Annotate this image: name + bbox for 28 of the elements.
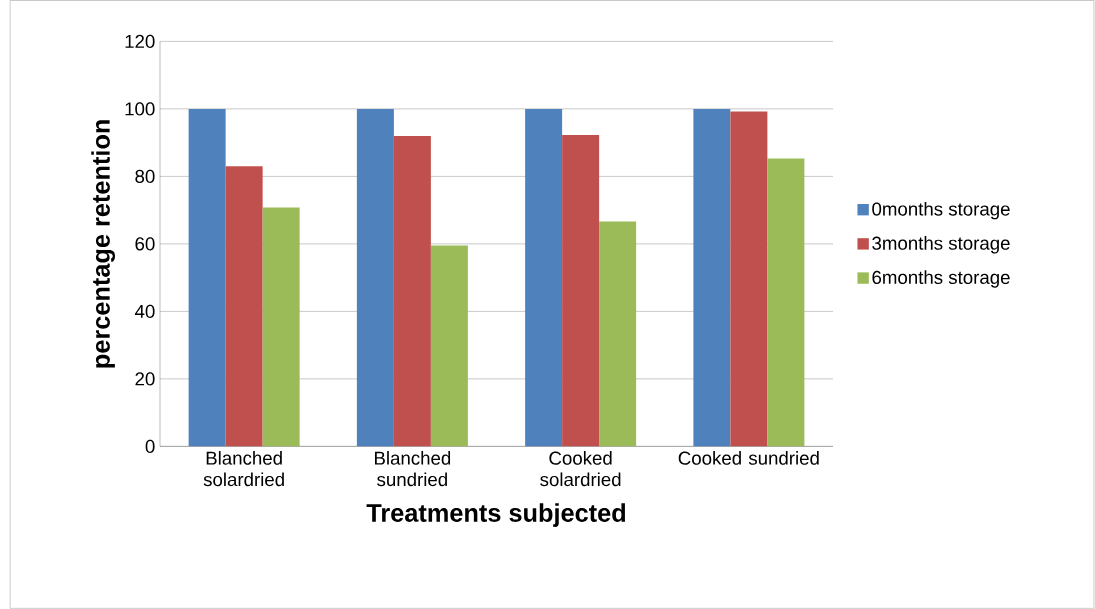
- x-tick-label: Cooked solardried: [540, 451, 621, 487]
- bar: [767, 158, 805, 447]
- bar: [730, 111, 768, 447]
- y-tick-label: 100: [125, 102, 155, 116]
- x-axis-title: Treatments subjected: [366, 503, 626, 528]
- y-tick-label: 80: [135, 169, 155, 184]
- bar: [430, 245, 468, 447]
- bar: [562, 134, 600, 447]
- x-tick-label: Blanched sundried: [374, 451, 451, 487]
- y-tick-label: 0: [145, 439, 155, 454]
- x-tick-label: Cooked sundried: [678, 451, 819, 465]
- bar: [525, 109, 563, 447]
- bar: [393, 135, 431, 447]
- legend-label: 3months storage: [872, 236, 1010, 254]
- bar: [356, 109, 394, 447]
- y-tick-label: 60: [135, 237, 155, 251]
- bar: [262, 207, 300, 447]
- x-tick-label: Blanched solardried: [203, 451, 284, 487]
- legend-label: 6months storage: [872, 270, 1010, 288]
- y-axis-title: percentage retention: [91, 120, 116, 368]
- y-tick-label: 120: [125, 34, 155, 49]
- bar: [693, 109, 731, 447]
- bar: [225, 166, 263, 447]
- y-tick-label: 40: [134, 304, 155, 319]
- legend-label: 0months storage: [872, 202, 1010, 220]
- y-tick-label: 20: [135, 372, 155, 386]
- bar: [599, 221, 637, 447]
- bar: [188, 109, 226, 447]
